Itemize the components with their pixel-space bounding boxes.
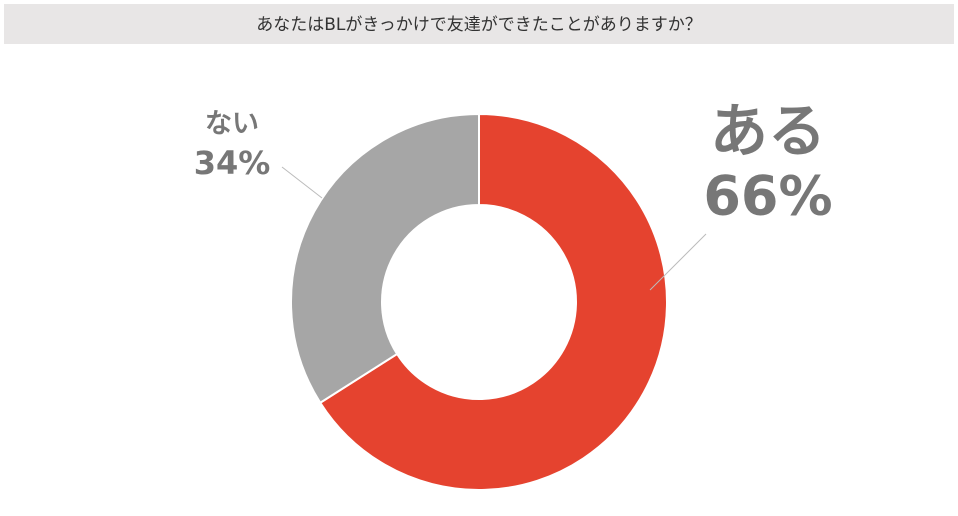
- leader-line: [649, 233, 707, 291]
- donut-slice: [290, 112, 480, 405]
- donut-slice: [318, 112, 668, 491]
- category-label: ない: [205, 109, 259, 140]
- title-bar: [4, 4, 954, 44]
- value-label: 66%: [703, 165, 832, 228]
- category-label: ある: [710, 97, 826, 165]
- chart-title: あなたはBLがきっかけで友達ができたことがありますか？: [256, 15, 701, 35]
- value-label: 34%: [194, 144, 271, 182]
- leader-line: [281, 166, 323, 199]
